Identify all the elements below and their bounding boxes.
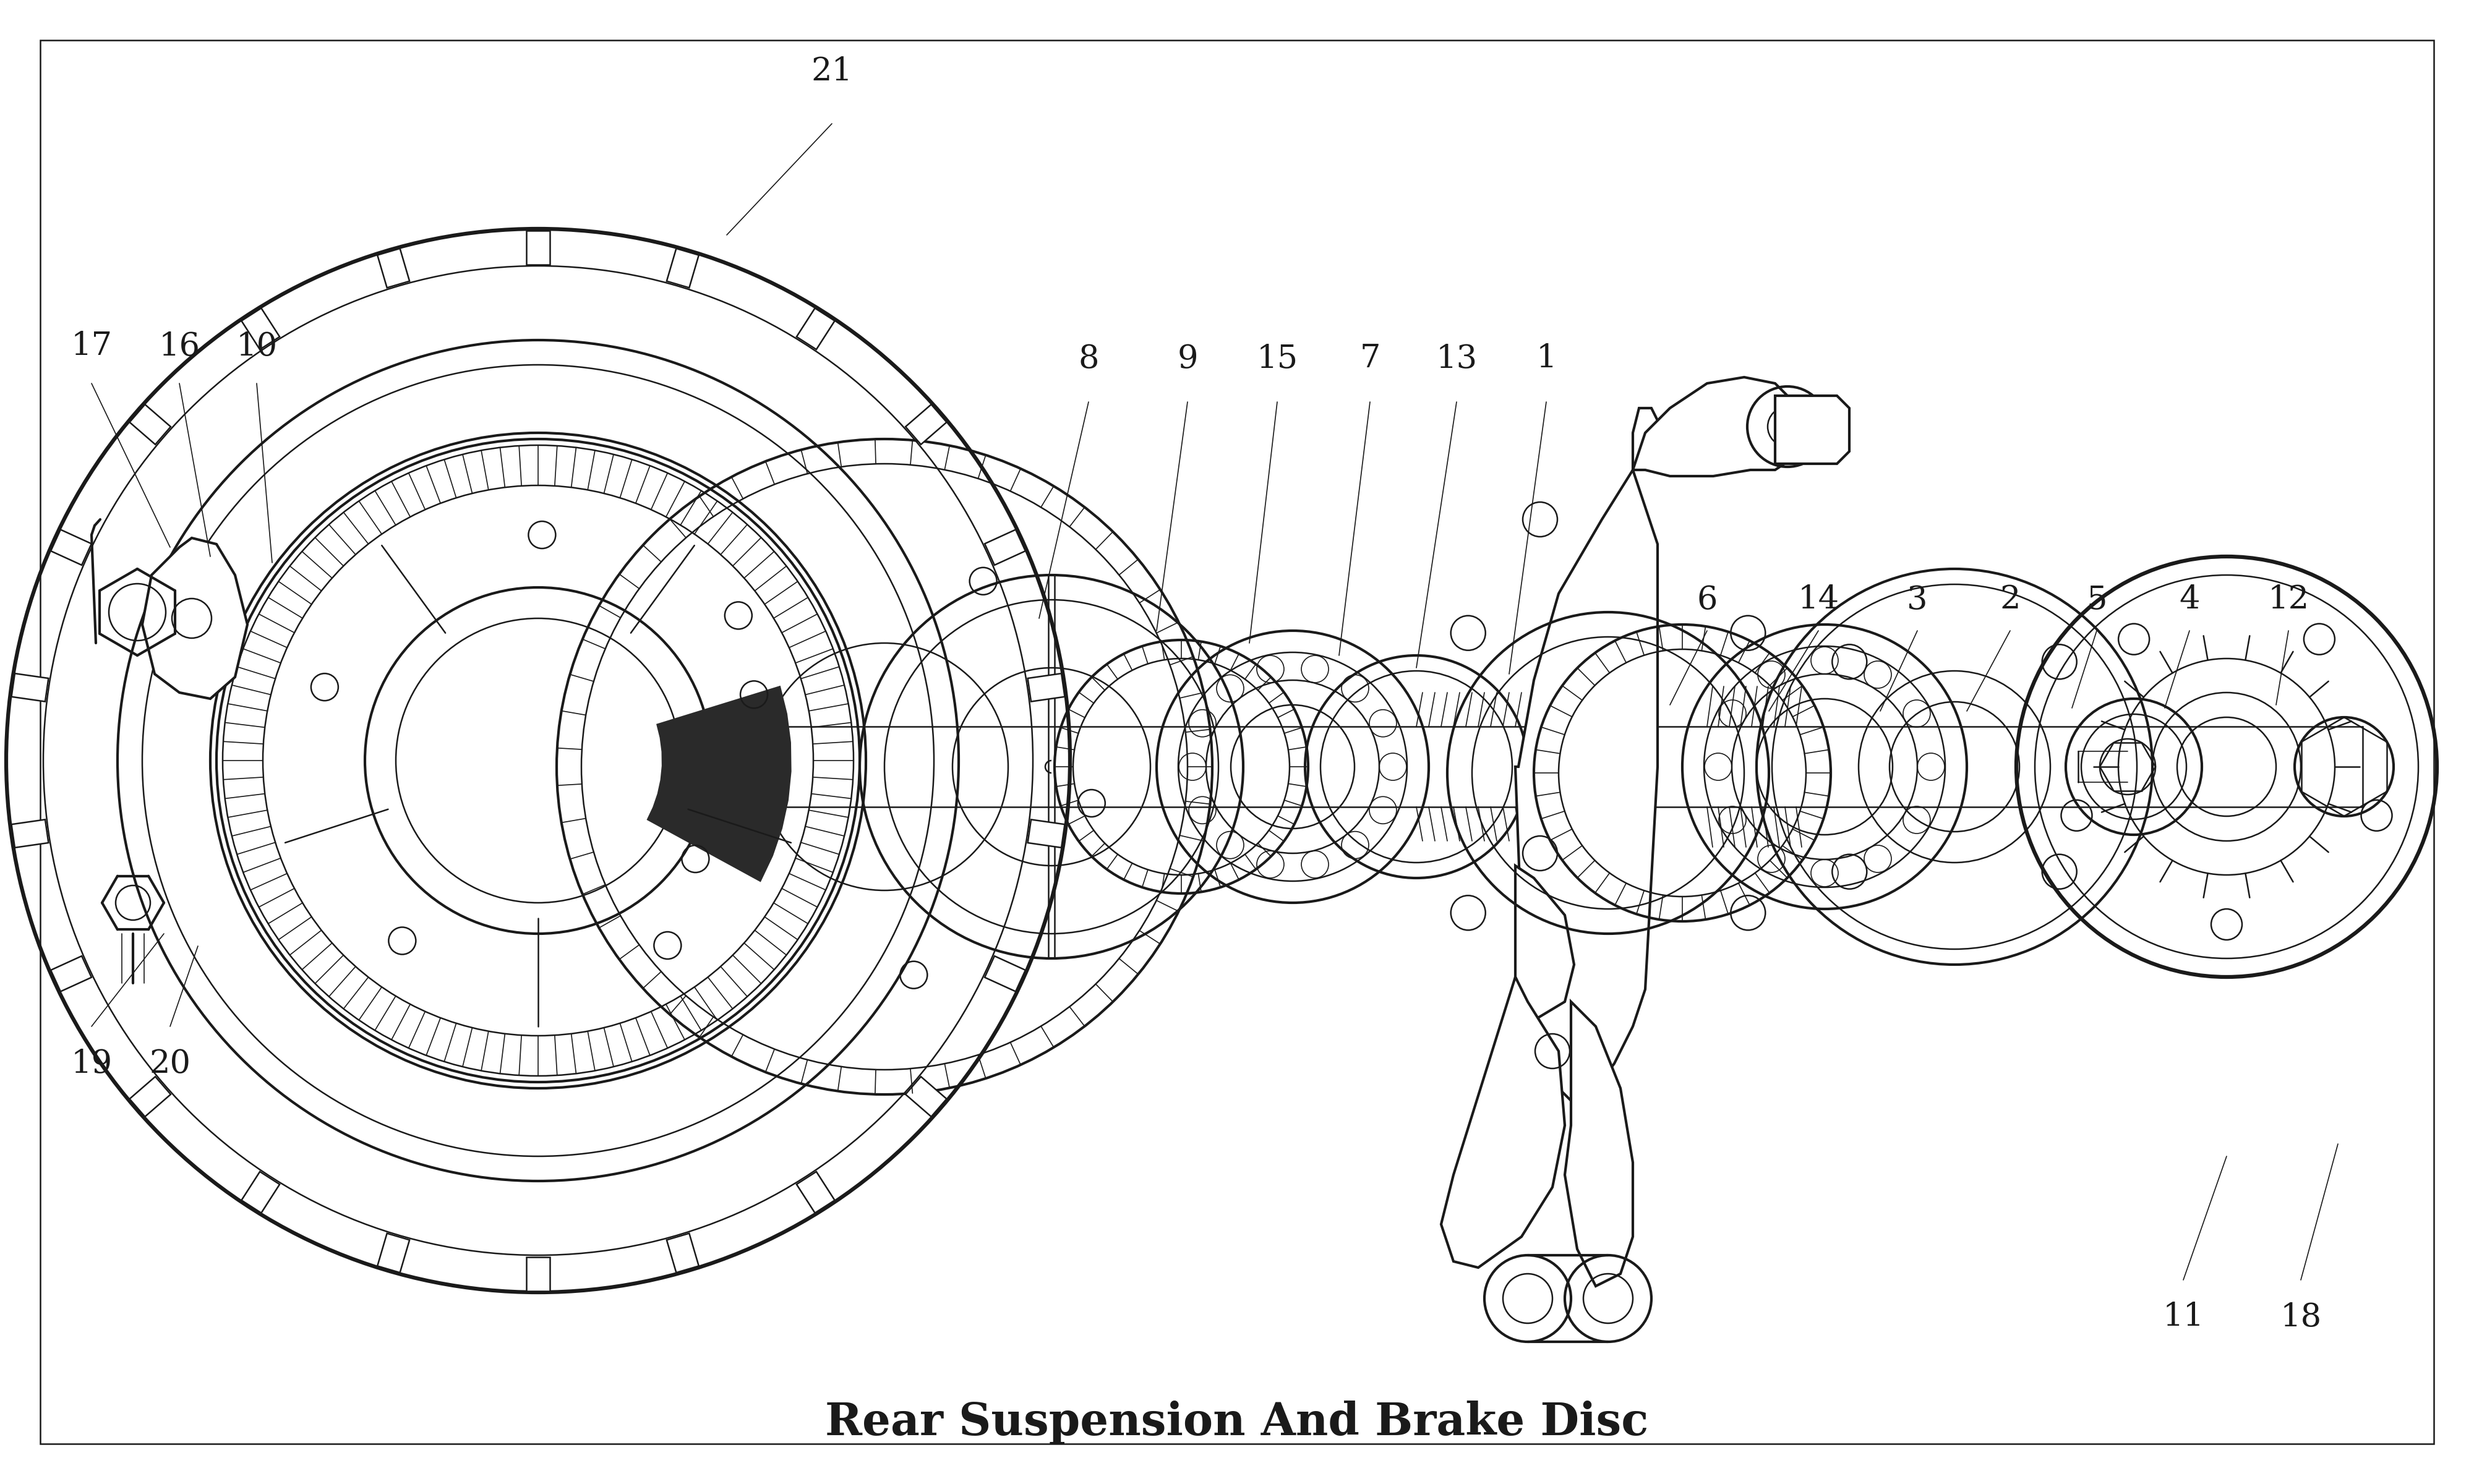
Polygon shape <box>905 405 948 445</box>
Polygon shape <box>1027 819 1064 847</box>
Text: 5: 5 <box>2086 585 2108 616</box>
Text: 13: 13 <box>1435 343 1477 374</box>
Polygon shape <box>143 537 247 699</box>
Text: 4: 4 <box>2180 585 2199 616</box>
Text: 11: 11 <box>2162 1301 2204 1333</box>
Polygon shape <box>797 1172 834 1212</box>
Text: 12: 12 <box>2269 585 2308 616</box>
Polygon shape <box>985 530 1024 565</box>
Polygon shape <box>666 248 698 288</box>
Polygon shape <box>1776 396 1851 463</box>
Text: 14: 14 <box>1799 585 1838 616</box>
Text: 8: 8 <box>1079 343 1098 374</box>
Polygon shape <box>52 956 92 991</box>
Text: 2: 2 <box>1999 585 2021 616</box>
Polygon shape <box>1514 865 1573 1021</box>
Polygon shape <box>905 1076 948 1116</box>
Text: 17: 17 <box>72 331 111 362</box>
Text: 7: 7 <box>1361 343 1380 374</box>
Polygon shape <box>12 674 49 702</box>
Polygon shape <box>242 1172 280 1212</box>
Polygon shape <box>12 819 49 847</box>
Text: 21: 21 <box>811 55 854 88</box>
Circle shape <box>5 229 1069 1293</box>
Polygon shape <box>129 405 171 445</box>
Polygon shape <box>52 530 92 565</box>
Text: 9: 9 <box>1178 343 1197 374</box>
Polygon shape <box>1633 377 1801 476</box>
Text: 20: 20 <box>148 1048 190 1079</box>
Polygon shape <box>527 230 549 264</box>
Polygon shape <box>1027 674 1064 702</box>
Polygon shape <box>666 1233 698 1273</box>
Polygon shape <box>379 248 411 288</box>
Polygon shape <box>129 1076 171 1116</box>
Text: 16: 16 <box>158 331 200 362</box>
Polygon shape <box>1514 408 1658 1101</box>
Polygon shape <box>646 686 792 881</box>
Polygon shape <box>379 1233 411 1273</box>
Polygon shape <box>1566 1002 1633 1287</box>
Text: 19: 19 <box>72 1048 111 1079</box>
Polygon shape <box>242 309 280 349</box>
Text: 3: 3 <box>1907 585 1927 616</box>
Polygon shape <box>985 956 1024 991</box>
Polygon shape <box>797 309 834 349</box>
Text: 15: 15 <box>1257 343 1299 374</box>
Text: 6: 6 <box>1697 585 1717 616</box>
Text: 18: 18 <box>2281 1301 2321 1333</box>
Polygon shape <box>527 1257 549 1291</box>
Text: 1: 1 <box>1536 343 1556 374</box>
Text: Rear Suspension And Brake Disc: Rear Suspension And Brake Disc <box>826 1401 1648 1444</box>
Text: 10: 10 <box>235 331 277 362</box>
Polygon shape <box>1440 976 1566 1267</box>
